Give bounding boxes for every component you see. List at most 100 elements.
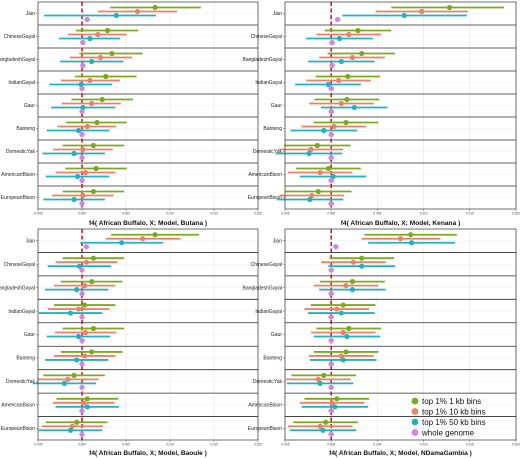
x-tick-label: 0.015	[210, 443, 218, 447]
x-tick-label: -0.005	[280, 443, 289, 447]
estimate-point	[79, 200, 85, 207]
x-tick-label: 0.000	[78, 212, 86, 216]
estimate-point	[84, 16, 90, 23]
estimate-point	[408, 240, 415, 246]
estimate-point	[359, 50, 365, 57]
estimate-point	[79, 85, 85, 92]
estimate-point	[328, 361, 334, 367]
category-label: Gaur	[24, 332, 35, 338]
estimate-point	[84, 123, 90, 130]
estimate-point	[332, 404, 338, 410]
legend-swatch	[411, 429, 419, 436]
estimate-point	[325, 81, 332, 88]
estimate-point	[330, 173, 336, 180]
estimate-point	[335, 77, 342, 84]
category-label: Jian	[273, 11, 282, 17]
estimate-point	[340, 357, 346, 363]
category-label: BangladeshGayal	[0, 57, 35, 63]
estimate-point	[419, 8, 425, 15]
category-label: IndianGayal	[8, 80, 35, 86]
estimate-point	[79, 131, 85, 138]
estimate-point	[89, 100, 95, 107]
estimate-point	[306, 150, 312, 157]
estimate-point	[75, 306, 82, 312]
panel-title: f4( African Buffalo, X; Model, NDamaGamb…	[329, 450, 472, 457]
estimate-point	[328, 291, 334, 297]
category-label: DomesticYak	[6, 379, 36, 385]
estimate-point	[346, 31, 352, 38]
estimate-point	[82, 353, 88, 359]
estimate-point	[359, 263, 365, 269]
x-tick-label: -0.005	[33, 443, 42, 447]
legend-swatch	[411, 418, 419, 426]
estimate-point	[328, 384, 334, 390]
estimate-point	[97, 54, 104, 61]
estimate-point	[338, 58, 344, 65]
estimate-point	[67, 310, 74, 316]
estimate-point	[71, 372, 77, 378]
category-label: IndianGayal	[8, 309, 35, 315]
category-label: AmericanBison	[1, 403, 35, 409]
estimate-point	[90, 255, 97, 261]
estimate-point	[79, 361, 85, 367]
estimate-point	[329, 400, 335, 406]
estimate-point	[79, 177, 85, 184]
estimate-point	[349, 54, 356, 61]
estimate-point	[69, 423, 75, 429]
estimate-point	[61, 380, 67, 386]
estimate-point	[315, 188, 321, 195]
estimate-point	[82, 302, 88, 308]
estimate-point	[338, 310, 344, 316]
x-tick-label: 0.000	[78, 443, 86, 447]
estimate-point	[340, 302, 346, 308]
estimate-point	[87, 35, 93, 42]
estimate-point	[74, 419, 80, 425]
estimate-point	[314, 142, 320, 149]
estimate-point	[329, 62, 335, 69]
x-tick-label: 0.010	[166, 212, 174, 216]
panel-frame	[37, 1, 259, 210]
estimate-point	[307, 196, 313, 203]
estimate-point	[83, 244, 89, 250]
category-label: Banteng	[263, 356, 282, 362]
estimate-point	[343, 283, 349, 289]
estimate-point	[90, 142, 97, 149]
category-label: DomesticYak	[253, 149, 283, 155]
category-label: EuropeanBison	[248, 195, 282, 201]
category-label: EuropeanBison	[1, 195, 35, 201]
category-label: Jian	[26, 238, 35, 244]
estimate-point	[79, 267, 85, 273]
estimate-point	[83, 259, 89, 265]
panel-1: Jian ChineseGayal BangladeshGayal IndianGay…	[0, 1, 262, 227]
estimate-point	[334, 16, 341, 23]
category-label: Gaur	[271, 332, 282, 338]
estimate-point	[329, 39, 335, 46]
estimate-point	[80, 39, 86, 46]
category-label: ChineseGayal	[251, 34, 282, 40]
x-tick-label: 0.000	[327, 443, 335, 447]
estimate-point	[104, 27, 111, 34]
estimate-point	[80, 62, 86, 69]
estimate-point	[152, 232, 158, 238]
estimate-point	[359, 255, 365, 261]
category-label: Gaur	[271, 103, 282, 109]
category-label: Banteng	[16, 356, 35, 362]
estimate-point	[349, 287, 356, 293]
estimate-point	[94, 119, 100, 126]
estimate-point	[79, 408, 85, 414]
estimate-point	[321, 372, 327, 378]
estimate-point	[346, 325, 352, 332]
estimate-point	[328, 431, 334, 437]
estimate-point	[74, 287, 80, 293]
estimate-point	[79, 291, 85, 297]
estimate-point	[80, 146, 86, 153]
estimate-point	[74, 357, 80, 363]
estimate-point	[315, 376, 321, 382]
legend-label: top 1% 10 kb bins	[422, 407, 486, 416]
x-tick-label: 0.020	[512, 443, 520, 447]
estimate-point	[340, 329, 346, 336]
estimate-point	[446, 4, 453, 11]
x-tick-label: 0.010	[420, 443, 428, 447]
estimate-point	[408, 232, 414, 238]
panel-3: Jian ChineseGayal BangladeshGayal IndianGay…	[0, 228, 262, 457]
